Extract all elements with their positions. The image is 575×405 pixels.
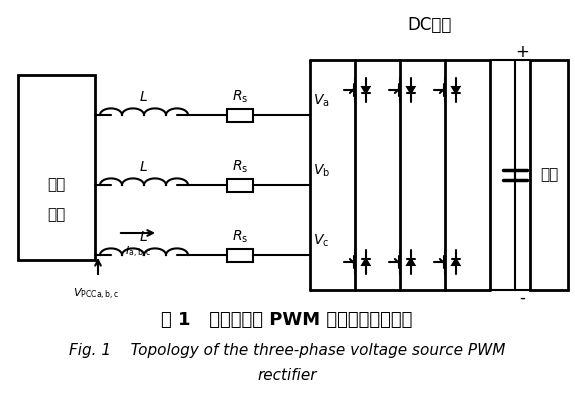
Text: +: + (515, 43, 529, 61)
Text: $V_\mathrm{b}$: $V_\mathrm{b}$ (313, 163, 330, 179)
Text: L: L (140, 160, 148, 174)
Text: $V_\mathrm{c}$: $V_\mathrm{c}$ (313, 233, 329, 249)
Text: $V_\mathrm{PCCa, b, c}$: $V_\mathrm{PCCa, b, c}$ (72, 287, 119, 302)
Text: -: - (519, 289, 525, 307)
Text: $V_\mathrm{a}$: $V_\mathrm{a}$ (313, 93, 329, 109)
Text: 负荷: 负荷 (540, 168, 558, 183)
Text: $R_\mathrm{s}$: $R_\mathrm{s}$ (232, 89, 248, 105)
Text: L: L (140, 230, 148, 244)
Bar (227, 249, 253, 262)
Text: $R_\mathrm{s}$: $R_\mathrm{s}$ (232, 159, 248, 175)
Polygon shape (407, 259, 415, 265)
Polygon shape (362, 259, 369, 265)
Text: Fig. 1    Topology of the three-phase voltage source PWM: Fig. 1 Topology of the three-phase volta… (69, 343, 505, 358)
Polygon shape (362, 87, 369, 93)
Polygon shape (452, 87, 459, 93)
Text: 电网: 电网 (47, 207, 65, 222)
Bar (227, 109, 253, 122)
Text: DC母线: DC母线 (408, 16, 452, 34)
Text: 图 1   三相电压型 PWM 整流器的拓扑结构: 图 1 三相电压型 PWM 整流器的拓扑结构 (162, 311, 413, 329)
Bar (18, 75, 95, 260)
Text: 交流: 交流 (47, 177, 65, 192)
Bar (227, 179, 253, 192)
Text: L: L (140, 90, 148, 104)
Text: $I_\mathrm{a, b, c}$: $I_\mathrm{a, b, c}$ (125, 245, 151, 260)
Bar (530, 60, 568, 290)
Text: rectifier: rectifier (257, 367, 317, 382)
Text: $R_\mathrm{s}$: $R_\mathrm{s}$ (232, 229, 248, 245)
Polygon shape (452, 259, 459, 265)
Polygon shape (407, 87, 415, 93)
